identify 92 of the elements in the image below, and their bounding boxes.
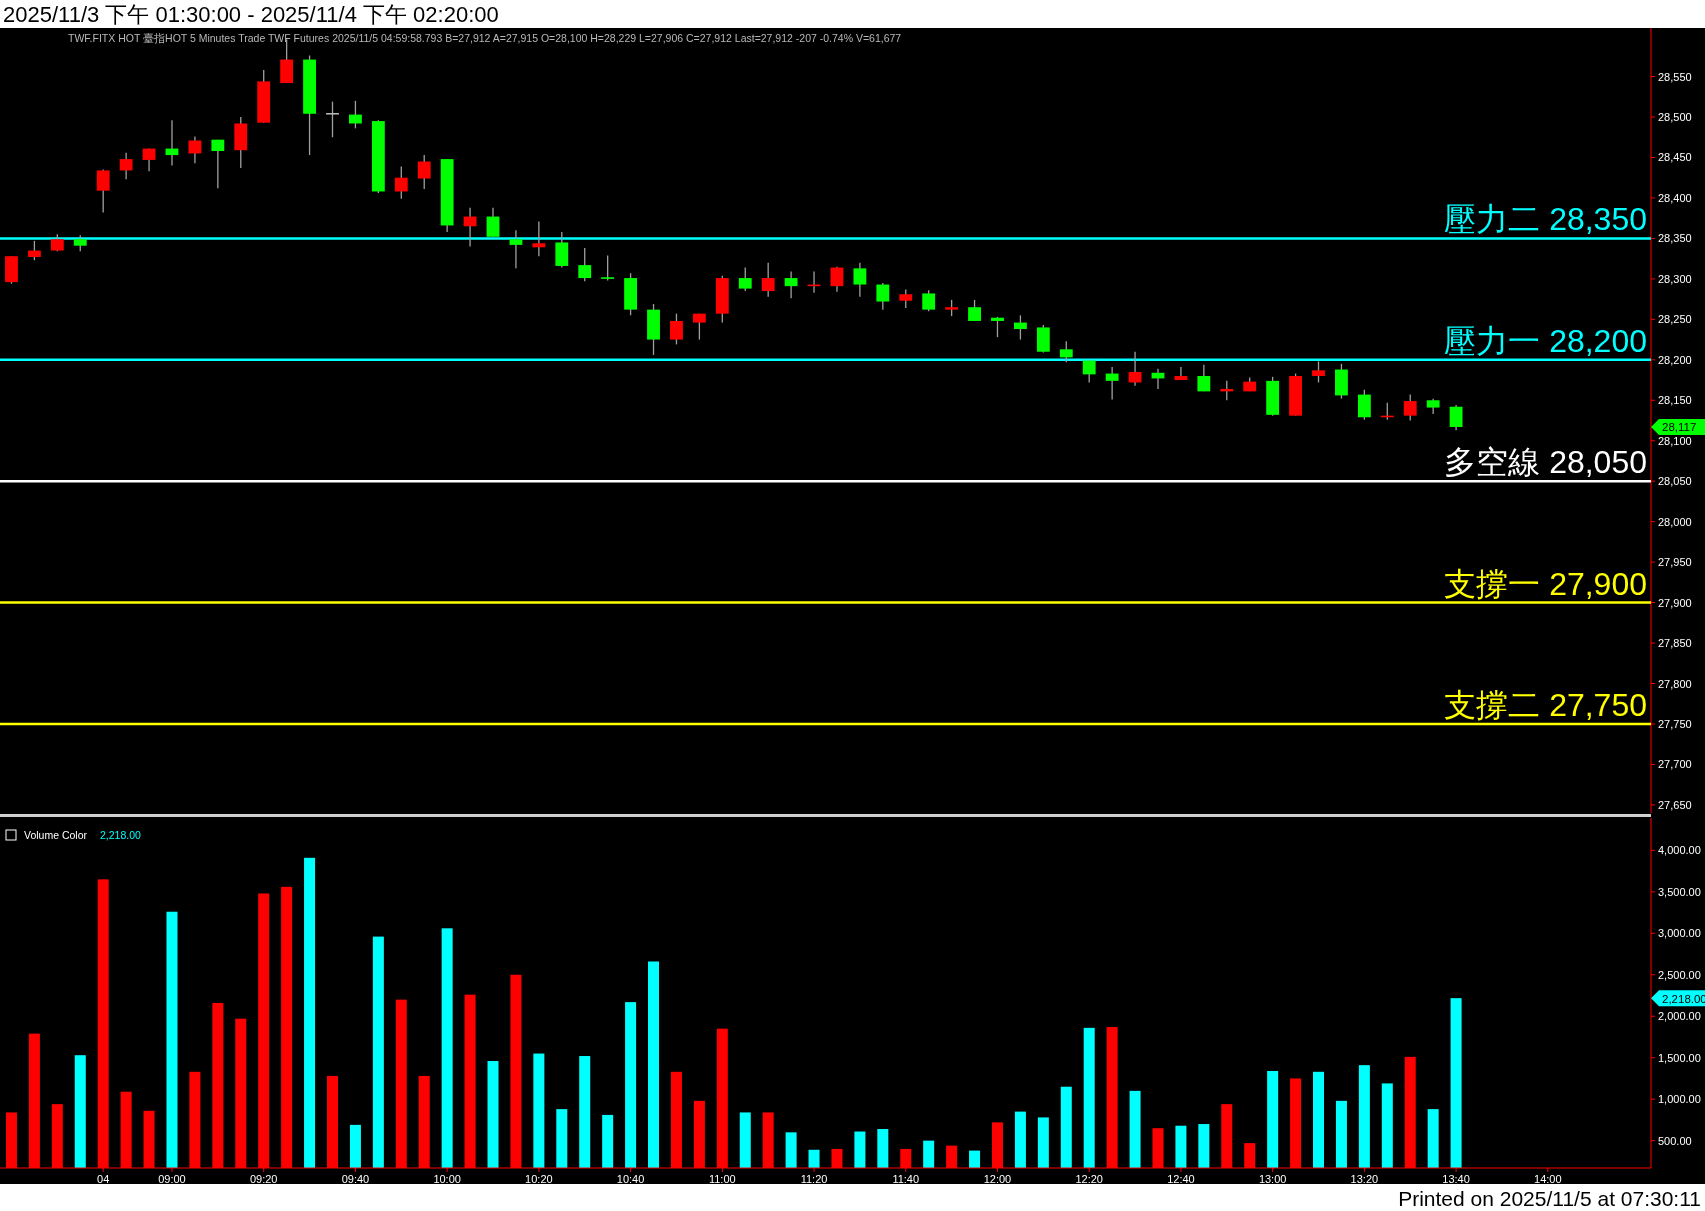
x-tick-label: 11:40 [892,1173,920,1185]
y-tick-label: 27,900 [1658,596,1692,609]
candlestick [830,266,844,293]
y-tick-label: 27,750 [1658,717,1692,730]
y-tick-label: 28,200 [1658,353,1692,366]
x-tick-label: 12:40 [1167,1173,1195,1185]
y-tick-label: 27,800 [1658,677,1692,690]
candlestick [211,139,225,189]
candlestick [1059,340,1073,363]
candlestick [738,266,752,292]
x-tick-label: 13:00 [1258,1173,1287,1185]
candlestick [119,151,133,180]
candlestick [1013,314,1027,341]
ref-line-label: 支撐一 27,900 [1444,565,1647,602]
x-tick-label: 13:20 [1350,1173,1379,1185]
chart-title: 2025/11/3 下午 01:30:00 - 2025/11/4 下午 02:20:00 [3,2,499,27]
y-tick-label: 27,650 [1658,798,1692,811]
candlestick [1449,404,1463,431]
candlestick [692,313,706,341]
candlestick [555,231,569,269]
y-tick-label: 27,950 [1658,556,1692,569]
candlestick [1312,360,1325,384]
x-tick-label: 09:20 [249,1173,278,1185]
ref-line-label: 壓力一 28,200 [1444,322,1647,359]
candlestick [784,270,798,299]
candlestick [96,168,110,214]
y-tick-label: 28,450 [1658,151,1692,164]
x-tick-label: 10:40 [616,1173,645,1185]
y-tick-label: 28,300 [1658,272,1692,285]
x-tick-label: 04 [97,1173,110,1185]
text: Volume Color [24,829,88,841]
candlestick [1357,389,1371,421]
candlestick [1082,359,1096,384]
text: 28,117 [1662,421,1697,434]
chart-subtitle: TWF.FITX HOT 臺指HOT 5 Minutes Trade TWF Futures 2025/11/5 04:59:58.793 B=27,912 A=27,915 O=28,100 H=28,229 L=27,906 C=27,912 Last=27,912 -207 -0.74% V=61,677 [68,32,902,44]
x-tick-label: 14:00 [1534,1173,1562,1185]
y-tick-label: 28,550 [1658,70,1692,83]
candlestick [761,262,775,298]
y-tick-label: 500.00 [1658,1134,1692,1147]
candlestick [601,254,615,282]
candlestick [899,288,913,309]
y-tick-label: 28,000 [1658,515,1692,528]
x-tick-label: 13:40 [1442,1173,1470,1185]
y-tick-label: 28,350 [1658,232,1692,245]
candlestick [1105,366,1119,401]
y-tick-label: 28,400 [1658,191,1692,204]
y-tick-label: 3,500.00 [1658,885,1701,898]
ref-line-label: 多空線 28,050 [1444,444,1647,481]
candlestick [1403,393,1417,422]
candlestick [509,229,523,270]
x-tick-label: 11:20 [800,1173,828,1185]
y-tick-label: 4,000.00 [1658,844,1701,857]
candlestick [853,262,867,298]
text: Printed on 2025/11/5 at 07:30:11 [1398,1187,1701,1210]
candlestick [922,289,936,312]
y-tick-label: 2,000.00 [1658,1010,1701,1023]
candlestick [417,154,431,190]
candlestick [876,282,890,311]
y-tick-label: 28,050 [1658,475,1692,488]
ref-line-label: 壓力二 28,350 [1444,201,1647,238]
candlestick [1174,366,1188,381]
candlestick [325,100,340,138]
x-tick-label: 10:20 [525,1173,553,1185]
candlestick [349,100,362,129]
y-tick-label: 28,250 [1658,313,1692,326]
x-tick-label: 09:40 [341,1173,370,1185]
candlestick [670,313,683,346]
x-tick-label: 09:00 [158,1173,186,1185]
candlestick [1197,364,1211,393]
candlestick [991,316,1004,338]
y-tick-label: 27,700 [1658,758,1692,771]
candlestick [27,240,41,261]
annotation: 2,218.00 [100,829,142,841]
y-tick-label: 1,000.00 [1658,1093,1701,1106]
candlestick [188,135,202,164]
x-tick-label: 11:00 [708,1173,736,1185]
y-tick-label: 28,100 [1658,434,1692,447]
x-tick-label: 12:20 [1075,1173,1103,1185]
y-tick-label: 28,150 [1658,394,1692,407]
candlestick [532,220,546,257]
candlestick [486,207,500,238]
ref-line-label: 支撐二 27,750 [1444,686,1647,723]
x-tick-label: 10:00 [433,1173,461,1185]
candlestick [394,165,408,200]
y-tick-label: 27,850 [1658,637,1692,650]
x-tick-label: 12:00 [983,1173,1012,1185]
y-tick-label: 3,000.00 [1658,927,1701,940]
y-tick-label: 1,500.00 [1658,1051,1701,1064]
y-tick-label: 2,500.00 [1658,968,1701,981]
candlestick [578,247,592,282]
candlestick [968,299,981,322]
y-tick-label: 28,500 [1658,111,1692,124]
